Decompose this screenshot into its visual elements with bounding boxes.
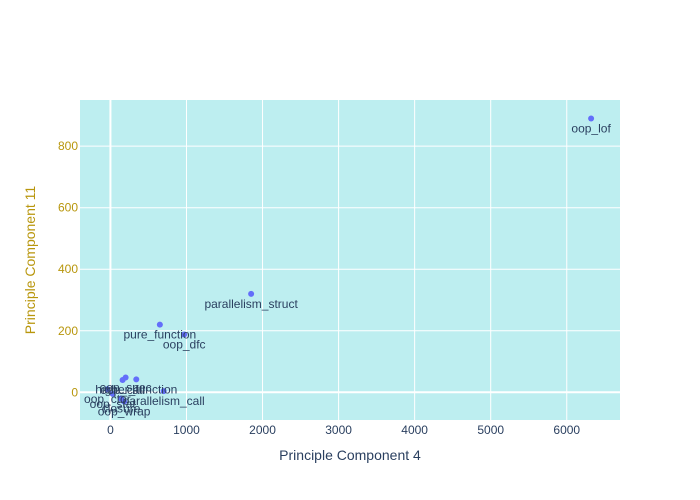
y-tick-label: 400 bbox=[58, 262, 78, 276]
scatter-point bbox=[156, 321, 163, 328]
point-label: oop_ctor bbox=[84, 392, 131, 406]
y-axis-title: Principle Component 11 bbox=[22, 186, 38, 335]
scatter-point bbox=[119, 377, 126, 383]
y-tick-label: 800 bbox=[58, 139, 78, 153]
point-label: oop_spec bbox=[100, 381, 152, 395]
scatter-point bbox=[248, 290, 255, 297]
point-label: oop_dfc bbox=[163, 337, 206, 351]
scatter-point bbox=[109, 390, 116, 397]
point-label: oop_call bbox=[100, 383, 145, 397]
point-label: oop_stat bbox=[90, 397, 137, 411]
x-tick-label: 1000 bbox=[173, 423, 200, 437]
point-label: parallelism_call bbox=[123, 394, 205, 408]
point-label: oop_wrap bbox=[98, 405, 151, 419]
scatter-point bbox=[588, 115, 595, 122]
y-tick-labels: 0 200 400 600 800 bbox=[58, 139, 78, 399]
x-tick-label: 2000 bbox=[249, 423, 276, 437]
x-tick-label: 6000 bbox=[553, 423, 580, 437]
scatter-point bbox=[118, 395, 125, 402]
point-label: higher_function bbox=[95, 382, 177, 396]
x-tick-label: 4000 bbox=[401, 423, 428, 437]
scatter-point bbox=[160, 388, 167, 395]
scatter-point bbox=[104, 386, 111, 393]
x-tick-label: 5000 bbox=[477, 423, 504, 437]
y-tick-label: 600 bbox=[58, 201, 78, 215]
point-label: pure_function bbox=[123, 328, 196, 342]
x-tick-labels: 0 1000 2000 3000 4000 5000 6000 bbox=[107, 423, 580, 437]
point-label: oop_lof bbox=[571, 121, 611, 135]
point-labels: oop_lofparallelism_structpure_functionoo… bbox=[84, 121, 611, 418]
point-label: parallelism_struct bbox=[204, 297, 298, 311]
scatter-point bbox=[133, 376, 140, 383]
x-tick-label: 3000 bbox=[325, 423, 352, 437]
x-axis-title: Principle Component 4 bbox=[279, 447, 421, 463]
scatter-point bbox=[181, 331, 188, 338]
plot-background bbox=[80, 100, 620, 420]
point-label: closure bbox=[102, 401, 141, 415]
grid-lines bbox=[80, 100, 620, 420]
y-tick-label: 200 bbox=[58, 324, 78, 338]
y-tick-label: 0 bbox=[71, 385, 78, 399]
data-points bbox=[104, 115, 595, 405]
x-tick-label: 0 bbox=[107, 423, 114, 437]
